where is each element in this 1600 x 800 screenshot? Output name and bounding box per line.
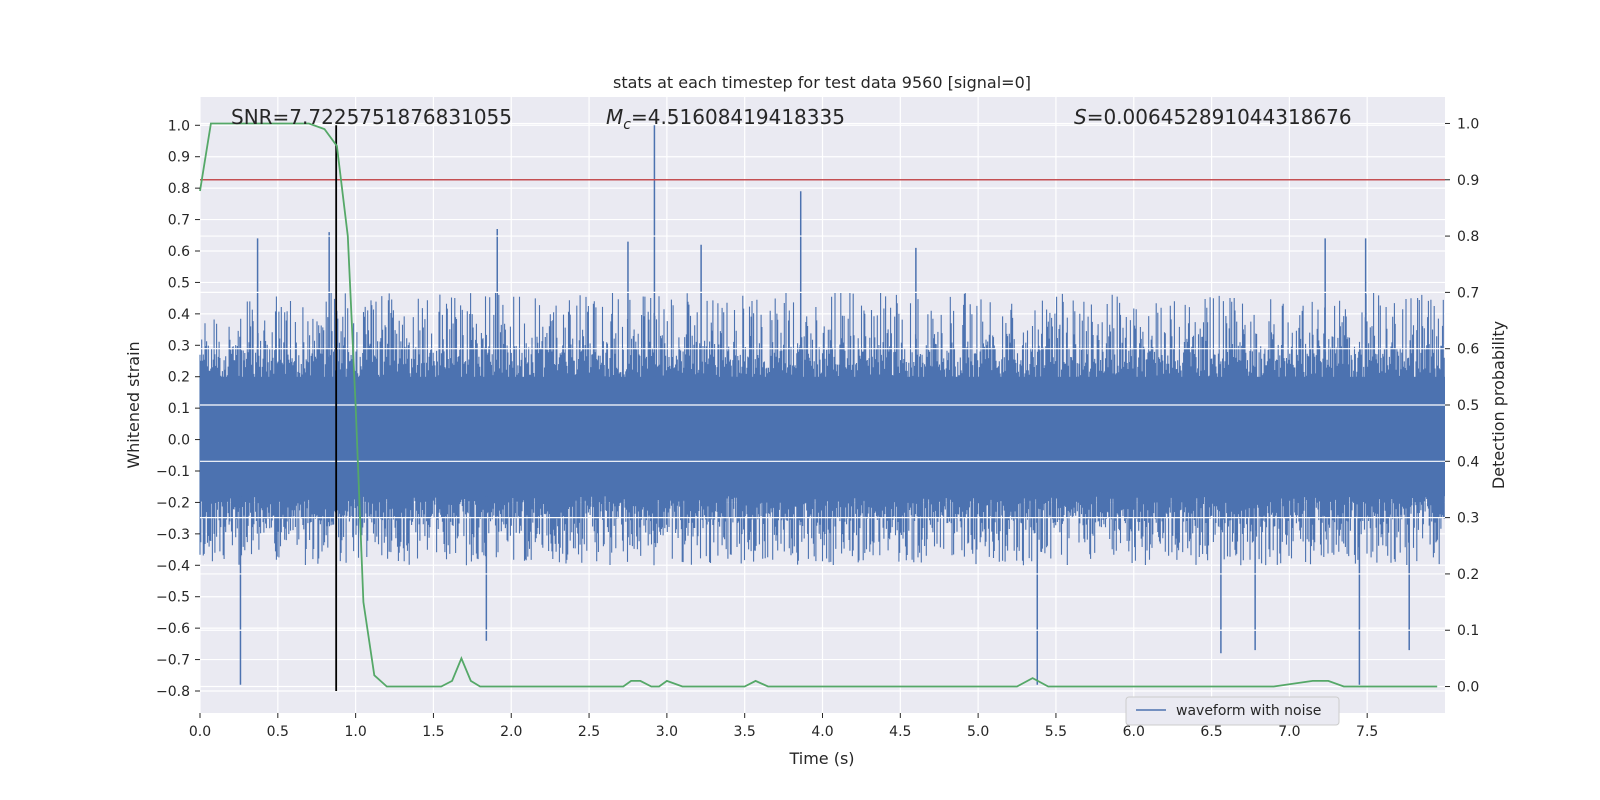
y-left-tick-label: −0.1 — [156, 464, 190, 480]
y-right-tick-label: 1.0 — [1457, 116, 1479, 132]
x-tick-label: 5.0 — [967, 724, 989, 740]
x-tick-label: 3.5 — [734, 724, 756, 740]
x-tick-label: 6.5 — [1200, 724, 1222, 740]
x-tick-label: 2.0 — [500, 724, 522, 740]
y-left-tick-label: −0.7 — [156, 653, 190, 669]
y-right-tick-label: 0.3 — [1457, 511, 1479, 527]
y-left-tick-label: −0.4 — [156, 558, 190, 574]
legend: waveform with noise — [1125, 696, 1340, 726]
x-axis-label: Time (s) — [788, 749, 854, 768]
y-left-tick-label: 1.0 — [168, 118, 190, 134]
y-right-tick-label: 0.4 — [1457, 454, 1479, 470]
x-tick-label: 3.0 — [656, 724, 678, 740]
y-right-axis-ticks: 1.0 0.9 0.8 0.7 0.6 0.5 0.4 0.3 0.2 0.1 0.0 — [1445, 116, 1479, 696]
x-tick-label: 6.0 — [1123, 724, 1145, 740]
mc-subscript: c — [623, 117, 631, 133]
x-tick-label: 7.0 — [1278, 724, 1300, 740]
y-left-tick-label: −0.5 — [156, 590, 190, 606]
y-left-tick-label: −0.6 — [156, 621, 190, 637]
waveform-series — [199, 125, 1445, 685]
y-right-tick-label: 0.5 — [1457, 398, 1479, 414]
y-left-tick-label: −0.2 — [156, 495, 190, 511]
waveform-core — [200, 376, 1445, 497]
chart-title: stats at each timestep for test data 956… — [613, 73, 1031, 92]
x-tick-label: 0.5 — [267, 724, 289, 740]
y-left-tick-label: 0.5 — [168, 275, 190, 291]
x-tick-label: 1.0 — [344, 724, 366, 740]
s-symbol: S — [1074, 105, 1087, 129]
y-left-axis-ticks: 1.0 0.9 0.8 0.7 0.6 0.5 0.4 0.3 0.2 0.1 0.0 −0.1 −0.… — [156, 118, 200, 700]
s-value: =0.006452891044318676 — [1087, 105, 1352, 129]
y-left-tick-label: 0.7 — [168, 213, 190, 229]
legend-label: waveform with noise — [1176, 703, 1321, 719]
x-tick-label: 7.5 — [1356, 724, 1378, 740]
overlay-lines — [199, 122, 1445, 691]
s-annotation: S=0.006452891044318676 — [1074, 105, 1352, 129]
y-left-tick-label: 0.8 — [168, 181, 190, 197]
y-right-tick-label: 0.1 — [1457, 623, 1479, 639]
y-left-tick-label: 0.2 — [168, 370, 190, 386]
y-left-tick-label: 0.9 — [168, 150, 190, 166]
x-tick-label: 1.5 — [422, 724, 444, 740]
legend-box — [1125, 696, 1340, 726]
x-tick-label: 0.0 — [189, 724, 211, 740]
y-right-tick-label: 0.6 — [1457, 342, 1479, 358]
y-right-tick-label: 0.0 — [1457, 680, 1479, 696]
x-axis-ticks: 0.0 0.5 1.0 1.5 2.0 2.5 3.0 3.5 4.0 4.5 5.0 5.5 6.0 6… — [189, 713, 1378, 740]
y-right-axis-label: Detection probability — [1489, 321, 1508, 489]
y-left-tick-label: 0.0 — [168, 433, 190, 449]
y-left-tick-label: 0.1 — [168, 401, 190, 417]
x-tick-label: 2.5 — [578, 724, 600, 740]
y-left-tick-label: −0.8 — [156, 684, 190, 700]
y-right-tick-label: 0.9 — [1457, 173, 1479, 189]
mc-value: =4.51608419418335 — [631, 105, 845, 129]
x-tick-label: 4.5 — [889, 724, 911, 740]
y-right-tick-label: 0.7 — [1457, 285, 1479, 301]
y-right-tick-label: 0.2 — [1457, 567, 1479, 583]
snr-annotation: SNR=7.7225751876831055 — [231, 105, 512, 129]
x-tick-label: 4.0 — [811, 724, 833, 740]
y-left-tick-label: 0.3 — [168, 338, 190, 354]
y-left-tick-label: 0.6 — [168, 244, 190, 260]
mc-annotation: Mc=4.51608419418335 — [606, 105, 845, 133]
x-tick-label: 5.5 — [1045, 724, 1067, 740]
y-left-axis-label: Whitened strain — [124, 341, 143, 468]
y-left-tick-label: 0.4 — [168, 307, 190, 323]
detection-probability-line — [199, 122, 1438, 688]
y-left-tick-label: −0.3 — [156, 527, 190, 543]
mc-symbol: M — [606, 105, 623, 129]
y-right-tick-label: 0.8 — [1457, 229, 1479, 245]
